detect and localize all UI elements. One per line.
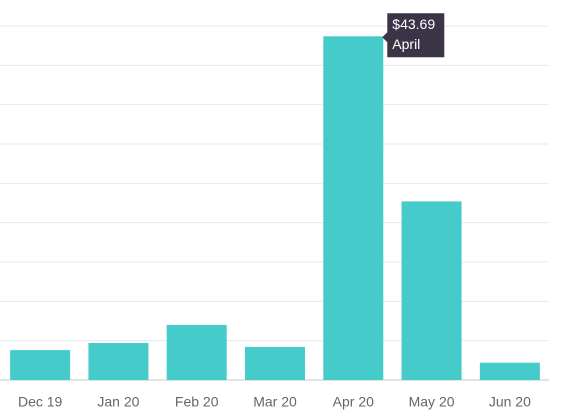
bars [10, 36, 540, 381]
bar [10, 350, 71, 380]
x-tick-label: Jan 20 [97, 394, 139, 410]
x-axis: Dec 19 Jan 20 Feb 20 Mar 20 Apr 20 May 20 Jun … [18, 394, 531, 410]
tooltip: $43.69 April [382, 13, 445, 58]
bar [245, 346, 305, 380]
tooltip-label: April [392, 36, 420, 52]
x-tick-label: Apr 20 [333, 394, 374, 410]
bar [401, 201, 462, 380]
x-tick-label: Mar 20 [253, 394, 297, 410]
x-tick-label: Jun 20 [489, 394, 531, 410]
bar [323, 36, 384, 381]
x-tick-label: Dec 19 [18, 394, 63, 410]
tooltip-box [382, 13, 445, 58]
tooltip-value: $43.69 [392, 16, 435, 32]
grid [0, 25, 549, 381]
bar [166, 324, 227, 380]
x-tick-label: Feb 20 [175, 394, 219, 410]
bar [88, 343, 149, 380]
bar [479, 362, 540, 380]
x-tick-label: May 20 [409, 394, 455, 410]
